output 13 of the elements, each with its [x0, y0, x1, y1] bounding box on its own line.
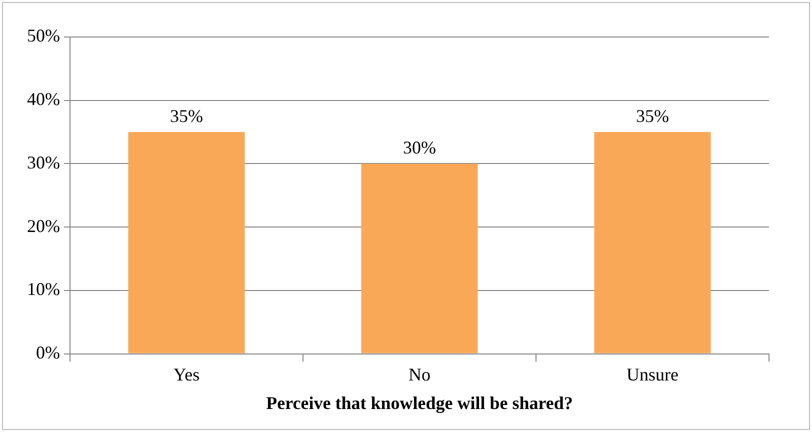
x-tick-label: Yes: [173, 364, 200, 384]
x-tick-label: Unsure: [626, 364, 678, 384]
x-tick-label: No: [408, 364, 430, 384]
data-label: 35%: [170, 106, 203, 126]
y-tick-label: 30%: [26, 152, 60, 172]
y-tick-label: 10%: [26, 279, 60, 300]
y-tick-label: 0%: [36, 342, 60, 363]
x-axis-title: Perceive that knowledge will be shared?: [266, 392, 573, 413]
data-label: 30%: [402, 137, 436, 158]
y-tick-label: 50%: [26, 26, 60, 46]
y-tick-label: 20%: [26, 216, 60, 236]
data-label: 35%: [636, 106, 669, 126]
y-tick-label: 40%: [26, 89, 60, 110]
